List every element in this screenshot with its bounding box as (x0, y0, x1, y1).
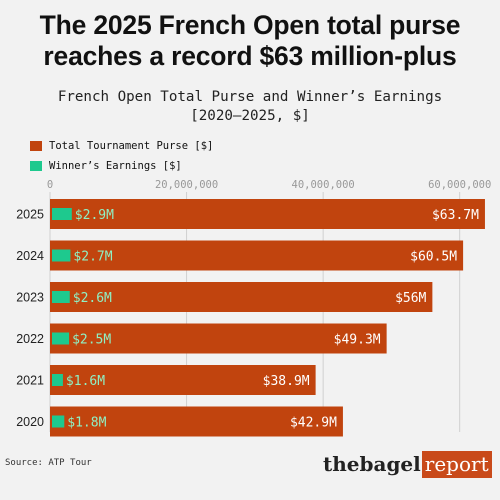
legend-swatch-winner (30, 160, 42, 171)
legend-label-purse: Total Tournament Purse [$] (49, 139, 214, 152)
x-tick-label: 60,000,000 (428, 179, 491, 191)
logo-text: thebagel (323, 452, 421, 476)
bar-total-purse (50, 323, 387, 354)
bar-total-purse (50, 282, 433, 312)
data-label-total-purse: $49.3M (334, 333, 381, 348)
legend-item-winner: Winner’s Earnings [$] (30, 157, 213, 174)
bar-winner-earnings (52, 332, 70, 345)
x-tick-label: 20,000,000 (155, 179, 218, 191)
y-tick-label: 2022 (16, 332, 44, 346)
bar-winner-earnings (52, 415, 65, 428)
chart-title: French Open Total Purse and Winner’s Ear… (57, 89, 443, 105)
data-label-winner-earnings: $2.9M (75, 208, 114, 223)
headline: The 2025 French Open total purse reaches… (39, 10, 461, 71)
data-label-winner-earnings: $2.5M (72, 333, 111, 348)
bar-winner-earnings (52, 291, 70, 303)
data-label-total-purse: $42.9M (290, 416, 337, 431)
x-tick-label: 40,000,000 (292, 179, 355, 191)
logo-report-box: report (421, 451, 492, 478)
brand-logo: thebagel report (323, 451, 492, 478)
data-label-winner-earnings: $2.7M (73, 250, 112, 265)
data-label-total-purse: $63.7M (432, 208, 479, 223)
y-tick-label: 2023 (16, 291, 44, 305)
chart-title-block: French Open Total Purse and Winner’s Ear… (0, 88, 500, 126)
bar-winner-earnings (52, 208, 72, 220)
y-tick-label: 2024 (16, 249, 44, 263)
data-label-total-purse: $56M (395, 291, 426, 306)
legend: Total Tournament Purse [$] Winner’s Earn… (30, 137, 213, 177)
chart-subtitle: [2020–2025, $] (190, 108, 310, 124)
source-note: Source: ATP Tour (5, 458, 92, 468)
bar-winner-earnings (52, 249, 71, 262)
bar-chart: 0 20,000,000 40,000,000 60,000,000 2025 $63.7… (16, 179, 491, 437)
y-tick-label: 2025 (16, 208, 44, 222)
data-label-winner-earnings: $1.8M (67, 416, 106, 431)
x-tick-label: 0 (47, 179, 53, 191)
data-label-total-purse: $38.9M (263, 374, 310, 389)
legend-swatch-purse (30, 140, 42, 151)
bar-total-purse (50, 240, 464, 271)
y-tick-label: 2021 (16, 374, 44, 388)
y-tick-label: 2020 (16, 415, 44, 429)
data-label-winner-earnings: $1.6M (66, 374, 105, 389)
bar-total-purse (50, 365, 316, 395)
data-label-winner-earnings: $2.6M (73, 291, 112, 306)
legend-label-winner: Winner’s Earnings [$] (49, 159, 182, 172)
bar-winner-earnings (52, 374, 63, 386)
legend-item-purse: Total Tournament Purse [$] (30, 137, 213, 154)
data-label-total-purse: $60.5M (410, 250, 457, 265)
bar-total-purse (50, 406, 343, 437)
bar-total-purse (50, 199, 485, 229)
